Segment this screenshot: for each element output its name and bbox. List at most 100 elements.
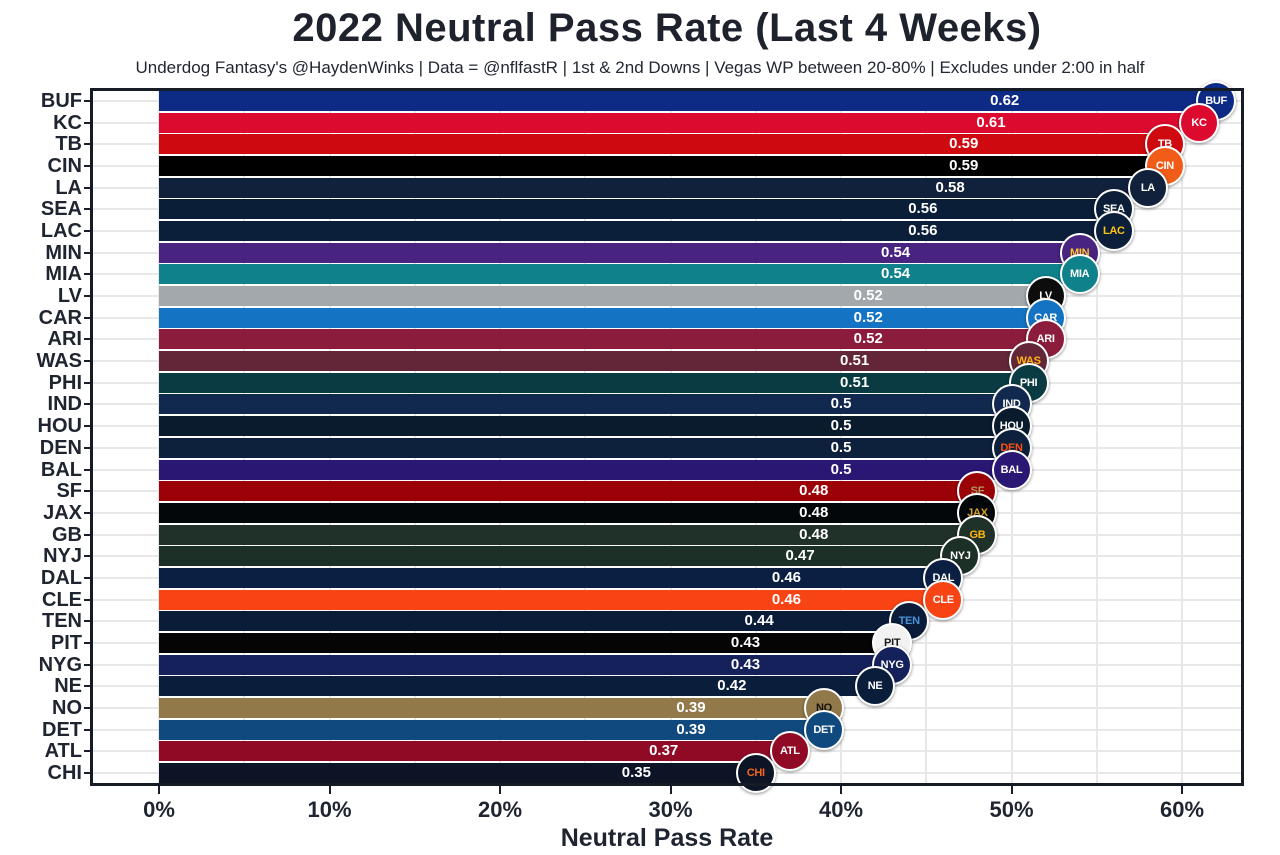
bar-chi (159, 763, 756, 784)
team-label-cin: CIN (47, 154, 82, 177)
value-label-cin: 0.59 (949, 156, 979, 174)
value-label-min: 0.54 (880, 243, 911, 261)
y-tick (84, 403, 90, 406)
x-tick (840, 786, 842, 794)
team-label-ne: NE (54, 675, 82, 698)
y-tick (84, 772, 90, 775)
y-tick (84, 598, 90, 601)
bar-no (159, 698, 824, 719)
value-label-ari: 0.52 (853, 330, 883, 348)
y-tick (84, 642, 90, 645)
team-label-den: DEN (39, 436, 82, 459)
team-label-min: MIN (45, 241, 82, 264)
bar-hou (159, 416, 1012, 437)
team-label-chi: CHI (47, 762, 82, 785)
y-tick (84, 273, 90, 276)
mia-logo-icon: MIA (1059, 254, 1100, 295)
value-label-det: 0.39 (676, 720, 706, 738)
team-label-sf: SF (56, 480, 82, 503)
y-tick (84, 295, 90, 298)
value-label-gb: 0.48 (799, 525, 829, 543)
x-tick-label: 50% (989, 797, 1034, 822)
vertical-gridline (925, 88, 928, 786)
value-label-bal: 0.5 (830, 460, 852, 478)
bar-ne (159, 676, 876, 697)
value-label-atl: 0.37 (649, 742, 679, 760)
vertical-gridline (840, 88, 842, 786)
bar-cle (159, 589, 944, 610)
team-label-hou: HOU (37, 415, 82, 438)
team-label-no: NO (52, 697, 82, 720)
team-label-sea: SEA (40, 198, 82, 221)
bar-sea (159, 199, 1114, 220)
y-tick (84, 381, 90, 384)
x-tick-label: 30% (648, 797, 693, 822)
team-label-ten: TEN (42, 610, 82, 633)
bar-lv (159, 286, 1046, 307)
y-tick (84, 511, 90, 514)
vertical-gridline (158, 88, 160, 786)
team-label-bal: BAL (40, 458, 82, 481)
value-label-lv: 0.52 (853, 287, 883, 305)
value-label-hou: 0.5 (830, 417, 852, 435)
y-tick (84, 620, 90, 623)
x-tick (1010, 786, 1013, 794)
value-label-ne: 0.42 (717, 677, 747, 695)
team-label-buf: BUF (40, 89, 82, 112)
team-label-lac: LAC (40, 219, 82, 242)
value-label-sea: 0.56 (908, 200, 938, 218)
value-label-dal: 0.46 (771, 568, 802, 586)
bar-dal (159, 567, 944, 588)
bar-atl (159, 741, 790, 762)
y-tick (84, 663, 90, 666)
team-label-gb: GB (52, 523, 82, 546)
y-tick (84, 533, 90, 536)
y-tick (84, 251, 90, 254)
bar-det (159, 719, 824, 740)
team-label-nyg: NYG (38, 653, 82, 676)
team-label-car: CAR (38, 306, 82, 329)
x-tick-label: 10% (307, 797, 352, 822)
team-label-atl: ATL (44, 740, 82, 763)
value-label-kc: 0.61 (976, 113, 1006, 131)
bar-buf (159, 90, 1217, 111)
bar-la (159, 177, 1148, 198)
bar-car (159, 307, 1046, 328)
bar-was (159, 351, 1029, 372)
atl-logo-icon: ATL (769, 731, 810, 772)
vertical-gridline (243, 88, 246, 786)
y-tick (84, 425, 90, 428)
vertical-gridline (669, 88, 672, 786)
y-tick (84, 316, 90, 319)
lac-logo-icon: LAC (1093, 210, 1134, 251)
team-label-det: DET (42, 718, 82, 741)
kc-logo-icon: KC (1179, 102, 1220, 143)
value-label-chi: 0.35 (621, 764, 651, 782)
team-label-cle: CLE (42, 588, 82, 611)
x-tick (158, 786, 160, 794)
value-label-nyg: 0.43 (730, 655, 761, 673)
value-label-was: 0.51 (840, 352, 870, 370)
value-label-jax: 0.48 (799, 503, 829, 521)
vertical-gridline (328, 88, 331, 786)
value-label-phi: 0.51 (840, 373, 870, 391)
x-tick (1181, 786, 1183, 794)
y-tick (84, 555, 90, 558)
y-tick (84, 576, 90, 579)
x-tick (669, 786, 672, 794)
bar-mia (159, 264, 1080, 285)
team-label-mia: MIA (45, 263, 82, 286)
y-tick (84, 685, 90, 688)
vertical-gridline (584, 88, 587, 786)
y-tick (84, 229, 90, 232)
bar-phi (159, 372, 1029, 393)
x-tick-label: 20% (477, 797, 523, 822)
ne-logo-icon: NE (855, 666, 896, 707)
y-tick (84, 338, 90, 341)
bar-pit (159, 633, 893, 654)
value-label-cle: 0.46 (771, 590, 802, 608)
bar-ten (159, 611, 910, 632)
bal-logo-icon: BAL (991, 449, 1032, 490)
team-label-phi: PHI (48, 371, 82, 394)
value-label-mia: 0.54 (880, 265, 911, 283)
